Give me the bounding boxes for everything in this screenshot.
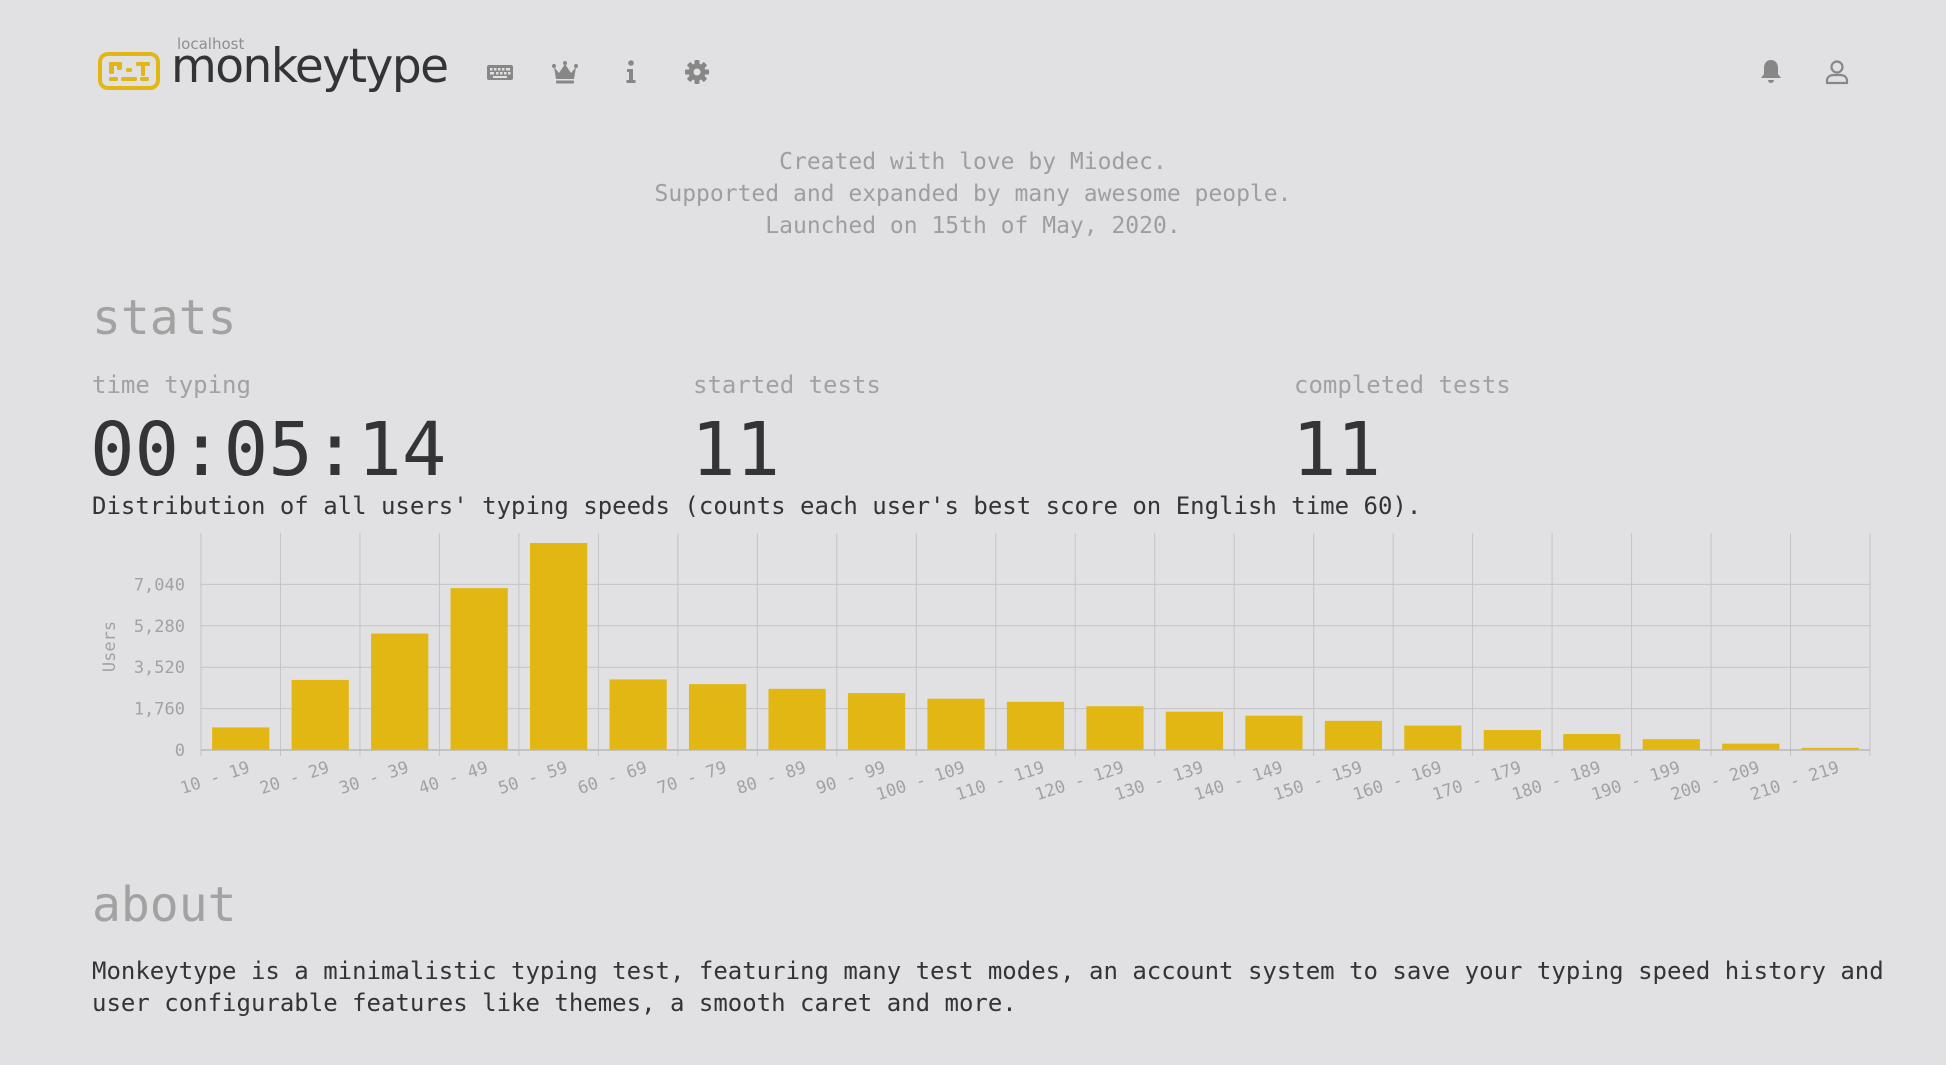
credits-line: Created with love by Miodec. <box>779 149 1167 175</box>
bar <box>1722 743 1780 750</box>
started-tests-label: started tests <box>693 371 881 399</box>
user-icon[interactable] <box>1822 57 1852 87</box>
bar <box>1165 711 1224 750</box>
bar <box>1324 720 1383 750</box>
x-tick-label: 40 - 49 <box>416 758 490 799</box>
header: localhost monkeytype <box>0 0 1946 140</box>
x-tick-label: 120 - 129 <box>1033 758 1127 805</box>
x-tick-label: 10 - 19 <box>178 758 252 799</box>
bar <box>768 688 826 750</box>
x-tick-label: 80 - 89 <box>734 758 808 799</box>
monkeytype-logo-icon[interactable] <box>98 52 160 90</box>
info-icon[interactable] <box>616 57 646 87</box>
credits-line: Launched on 15th of May, 2020. <box>765 213 1181 239</box>
bar <box>291 679 349 750</box>
credits: Created with love by Miodec. Supported a… <box>0 146 1946 242</box>
bar <box>1006 701 1065 750</box>
speed-distribution-chart: 0 1,760 3,520 5,280 7,040 Users 10 - 19 20 - 29… <box>100 533 1871 805</box>
bar <box>1245 715 1303 750</box>
time-typing-label: time typing <box>92 371 251 399</box>
x-tick-label: 30 - 39 <box>337 758 411 799</box>
x-tick-label: 50 - 59 <box>496 758 570 799</box>
x-tick-label: 150 - 159 <box>1271 758 1365 805</box>
gear-icon[interactable] <box>682 57 712 87</box>
bar <box>371 633 429 750</box>
x-tick-label: 70 - 79 <box>655 758 729 799</box>
bar <box>847 693 906 750</box>
y-tick-label: 5,280 <box>134 617 185 637</box>
bar <box>1642 739 1700 750</box>
about-text: Monkeytype is a minimalistic typing test… <box>92 957 1884 1017</box>
bar <box>530 543 588 750</box>
x-tick-label: 160 - 169 <box>1351 758 1445 805</box>
bar <box>688 684 747 750</box>
y-tick-label: 3,520 <box>134 658 185 678</box>
bell-icon[interactable] <box>1756 57 1786 87</box>
x-tick-label: 200 - 209 <box>1669 758 1763 805</box>
bar <box>450 588 508 750</box>
credits-line: Supported and expanded by many awesome p… <box>654 181 1292 207</box>
bar <box>1801 747 1859 750</box>
y-tick-label: 1,760 <box>134 700 185 720</box>
logo-text[interactable]: monkeytype <box>171 39 449 94</box>
bar <box>1483 730 1541 750</box>
completed-tests-value: 11 <box>1292 407 1382 493</box>
bar <box>927 698 985 750</box>
started-tests-value: 11 <box>691 407 781 493</box>
x-tick-label: 60 - 69 <box>575 758 649 799</box>
x-tick-label: 110 - 119 <box>953 758 1047 805</box>
y-axis-label: Users <box>100 621 120 672</box>
bar <box>1563 734 1621 750</box>
keyboard-icon[interactable] <box>485 57 515 87</box>
x-tick-label: 210 - 219 <box>1748 758 1842 805</box>
crown-icon[interactable] <box>550 57 580 87</box>
bar <box>1404 725 1462 750</box>
bar <box>1086 706 1144 750</box>
stats-title: stats <box>92 290 237 346</box>
completed-tests-label: completed tests <box>1294 371 1511 399</box>
time-typing-value: 00:05:14 <box>90 407 447 493</box>
bar <box>609 679 667 750</box>
x-tick-label: 130 - 139 <box>1112 758 1206 805</box>
x-tick-label: 190 - 199 <box>1589 758 1683 805</box>
y-tick-label: 7,040 <box>134 575 185 595</box>
x-tick-label: 20 - 29 <box>257 758 331 799</box>
distribution-description: Distribution of all users' typing speeds… <box>92 492 1422 520</box>
logo-subtitle: localhost <box>177 35 245 53</box>
x-tick-label: 100 - 109 <box>874 758 968 805</box>
about-title: about <box>92 877 237 933</box>
x-tick-label: 180 - 189 <box>1510 758 1604 805</box>
y-tick-label: 0 <box>175 741 185 761</box>
bar <box>212 727 270 750</box>
x-tick-label: 140 - 149 <box>1192 758 1286 805</box>
x-tick-label: 170 - 179 <box>1430 758 1524 805</box>
